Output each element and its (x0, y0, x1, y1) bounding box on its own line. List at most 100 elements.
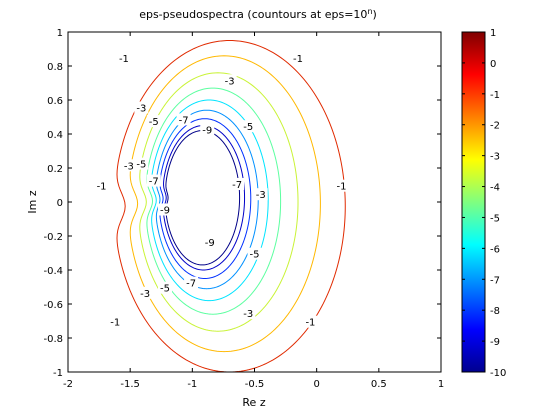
y-tick-label: -0.6 (43, 300, 63, 311)
contour-label-bg (94, 179, 109, 192)
colorbar-tick-label: -9 (490, 337, 500, 348)
y-axis-ticks: -1 -0.8 -0.6 -0.4 -0.2 0 0.2 0.4 0.6 0.8 1 (43, 28, 441, 379)
x-tick-label: -1.5 (120, 379, 140, 390)
axes-box (68, 32, 441, 372)
contour-label-bg (157, 203, 172, 216)
contour-line-level-1 (116, 39, 346, 373)
colorbar-tick-label: -4 (490, 183, 500, 194)
contour-label-bg (230, 178, 245, 190)
colorbar-tick-label: -1 (490, 90, 500, 101)
title-superscript: n (367, 7, 372, 16)
contour-label-bg (222, 74, 237, 87)
contour-label-bg (253, 188, 268, 201)
contour-line-level-9 (165, 130, 241, 266)
contour-label-bg (146, 174, 161, 187)
chart-title: eps-pseudospectra (countours at eps=10n) (139, 7, 377, 21)
x-tick-label: -2 (63, 379, 73, 390)
contour-label-bg (176, 113, 191, 126)
x-tick-label: 1 (438, 379, 444, 390)
contour-label: -1 (305, 318, 315, 329)
title-close: ) (373, 8, 377, 21)
contour-label: -7 (179, 115, 189, 126)
contour-label: -7 (149, 177, 159, 188)
x-tick-label: -0.5 (245, 379, 265, 390)
x-axis-ticks: -2 -1.5 -1 -0.5 0 0.5 1 (63, 32, 444, 390)
contour-layer (116, 39, 346, 373)
contour-label-bg (202, 235, 217, 248)
contour-label-bg (334, 179, 349, 192)
colorbar-ticks: 1 0 -1 -2 -3 -4 -5 -6 -7 -8 -9 -10 (462, 28, 506, 379)
contour-label: -5 (250, 250, 260, 261)
contour-label: -5 (149, 117, 159, 128)
contour-label: -3 (136, 104, 146, 115)
y-tick-label: 1 (57, 28, 63, 39)
contour-label: -3 (140, 289, 150, 300)
contour-label-bg (146, 115, 161, 128)
contour-label-bg (134, 101, 149, 114)
colorbar-tick-label: -5 (490, 213, 500, 224)
contour-label: -1 (337, 182, 347, 193)
contour-label: -1 (293, 54, 303, 65)
contour-label: -5 (243, 122, 253, 133)
contour-line-level-3 (139, 72, 299, 332)
contour-label: -9 (202, 126, 212, 137)
x-tick-label: 0.5 (371, 379, 387, 390)
colorbar-tick-label: 0 (490, 59, 496, 70)
y-tick-label: -0.2 (43, 232, 63, 243)
contour-label-bg (138, 286, 153, 299)
contour-label: -7 (186, 279, 196, 290)
contour-label: -1 (119, 54, 129, 65)
contour-label: -1 (97, 182, 107, 193)
contour-label-bg (247, 247, 262, 260)
contour-label-bg (184, 276, 199, 289)
contour-label: -5 (136, 160, 146, 171)
y-tick-label: 0.2 (47, 164, 63, 175)
contour-label: -1 (110, 318, 120, 329)
colorbar: 1 0 -1 -2 -3 -4 -5 -6 -7 -8 -9 -10 (461, 28, 506, 379)
contour-line-level-4 (146, 87, 282, 315)
contour-line-level-7 (159, 118, 252, 280)
colorbar-tick-label: 1 (490, 28, 496, 39)
contour-label: -3 (256, 190, 266, 201)
y-tick-label: 0.8 (47, 62, 63, 73)
contour-label-bg (157, 281, 172, 294)
contour-label: -5 (160, 284, 170, 295)
y-tick-label: -0.4 (43, 266, 63, 277)
colorbar-gradient (461, 31, 486, 373)
contour-label-bg (200, 123, 215, 136)
contour-label-bg (241, 307, 256, 320)
colorbar-tick-label: -8 (490, 306, 500, 317)
colorbar-tick-label: -6 (490, 244, 500, 255)
colorbar-tick-label: -10 (490, 368, 506, 379)
y-axis-label: Im z (26, 190, 39, 213)
y-tick-label: -1 (53, 368, 63, 379)
contour-label-bg (108, 315, 123, 328)
contour-label-bg (303, 315, 318, 328)
y-tick-label: -0.8 (43, 334, 63, 345)
contour-line-level-2 (129, 55, 321, 353)
contour-line-level-6 (155, 109, 259, 290)
colorbar-tick-label: -2 (490, 121, 500, 132)
contour-label: -7 (232, 180, 242, 191)
x-tick-label: 0 (313, 379, 319, 390)
contour-label: -9 (205, 238, 215, 249)
y-tick-label: 0.6 (47, 96, 63, 107)
contour-label: -3 (225, 76, 235, 87)
colorbar-tick-label: -3 (490, 152, 500, 163)
contour-label-bg (134, 157, 149, 170)
contour-line-level-8 (163, 124, 246, 271)
contour-label: -9 (160, 206, 170, 217)
contour-label-bg (121, 159, 136, 172)
contour-label-bg (116, 52, 131, 65)
contour-label-layer: -1 -1-1 -1-1 -1-3-3-3-3-3-3-5 -5-5-5-5-7-7 -7… (94, 52, 349, 329)
contour-label-bg (291, 52, 306, 65)
colorbar-tick-label: -7 (490, 275, 500, 286)
x-axis-label: Re z (242, 396, 265, 409)
contour-line-level-5 (151, 99, 269, 302)
contour-label: -3 (243, 309, 253, 320)
y-tick-label: 0.4 (47, 130, 63, 141)
contour-label-bg (241, 120, 256, 133)
y-tick-label: 0 (57, 198, 63, 209)
x-tick-label: -1 (187, 379, 197, 390)
